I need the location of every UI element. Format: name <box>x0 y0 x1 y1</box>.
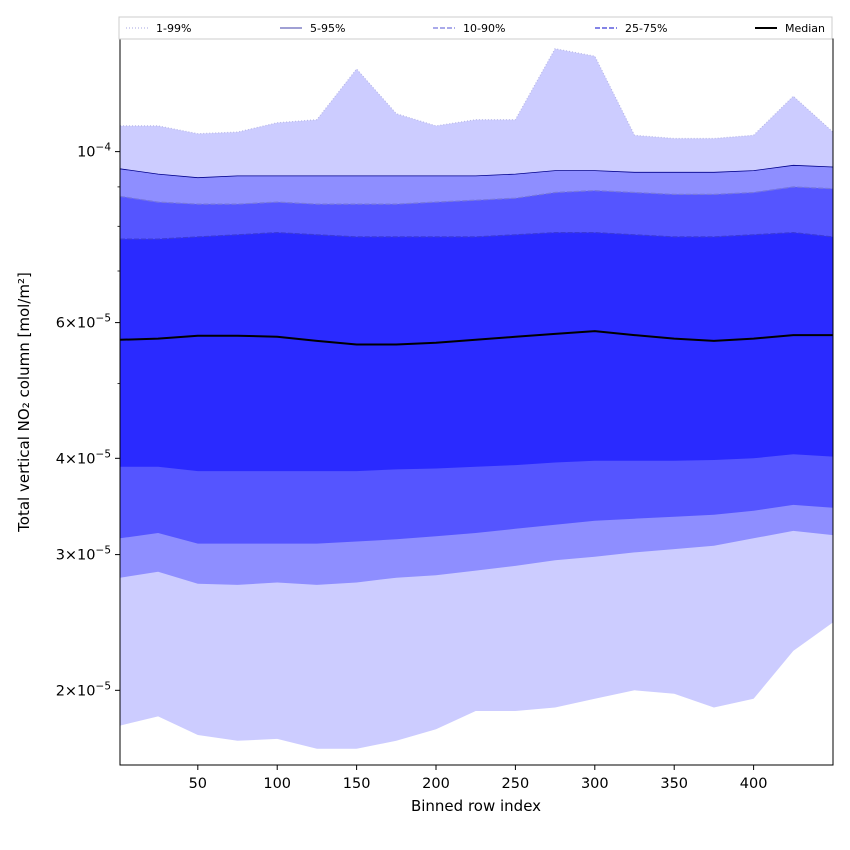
band-lines-layer <box>120 48 833 240</box>
band-upper-line-5-95 <box>120 164 833 179</box>
legend-label-median: Median <box>785 22 825 35</box>
legend: 1-99% 5-95% 10-90% 25-75% Median <box>118 16 833 40</box>
legend-label-25-75: 25-75% <box>625 22 667 35</box>
legend-label-5-95: 5-95% <box>310 22 345 35</box>
y-tick-label: 2×10−5 <box>56 680 111 699</box>
band-upper-line-10-90 <box>120 186 833 205</box>
x-axis-label: Binned row index <box>411 797 541 815</box>
x-tick-label-150: 150 <box>343 776 371 792</box>
x-tick-label-400: 400 <box>740 776 768 792</box>
legend-label-10-90: 10-90% <box>463 22 505 35</box>
bands-layer <box>120 48 833 749</box>
median-line <box>120 330 833 346</box>
y-tick-label: 3×10−5 <box>56 545 111 564</box>
legend-label-1-99: 1-99% <box>156 22 191 35</box>
y-tick-label: 10−4 <box>77 142 111 161</box>
x-tick-label-200: 200 <box>422 776 450 792</box>
x-tick-label-300: 300 <box>581 776 609 792</box>
y-tick-label: 6×10−5 <box>56 313 111 332</box>
x-tick-label-100: 100 <box>263 776 291 792</box>
x-tick-label-50: 50 <box>189 776 207 792</box>
x-axis: 50 100 150 200 250 300 350 400 <box>189 765 768 792</box>
legend-frame <box>118 16 833 40</box>
x-tick-label-350: 350 <box>660 776 688 792</box>
y-axis-label: Total vertical NO₂ column [mol/m²] <box>15 272 33 533</box>
median-layer <box>120 330 833 346</box>
y-tick-label: 4×10−5 <box>56 448 111 467</box>
band-25-75 <box>120 232 833 472</box>
y-axis: 2×10−5 3×10−5 4×10−5 6×10−5 10−4 <box>56 142 120 699</box>
x-tick-label-250: 250 <box>502 776 530 792</box>
